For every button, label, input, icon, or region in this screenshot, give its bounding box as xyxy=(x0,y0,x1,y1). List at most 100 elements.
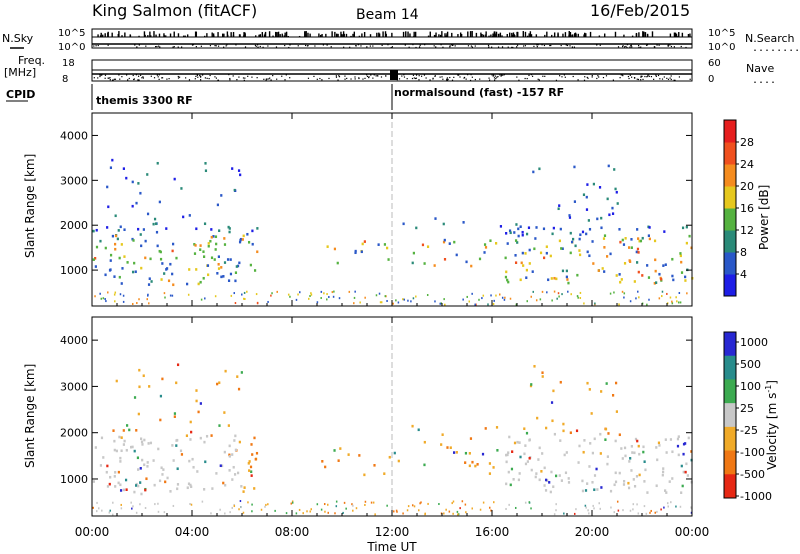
velocity-cell xyxy=(632,478,635,481)
velocity-cell xyxy=(604,438,607,441)
velocity-cell xyxy=(205,434,209,438)
power-cell xyxy=(621,238,624,242)
power-cell xyxy=(681,226,685,230)
power-cell xyxy=(180,187,183,190)
power-y-tick-3: 4000 xyxy=(60,129,88,142)
velocity-cell xyxy=(476,463,479,466)
power-cell xyxy=(137,182,140,185)
power-cell xyxy=(207,244,210,248)
velocity-cell xyxy=(119,489,123,492)
power-cell xyxy=(663,230,666,233)
power-cell xyxy=(519,278,522,282)
power-cell xyxy=(468,300,470,303)
velocity-cell xyxy=(113,448,116,452)
power-cell xyxy=(565,269,568,273)
velocity-cell xyxy=(114,471,117,474)
freq-trace xyxy=(92,69,692,82)
velocity-cell xyxy=(512,478,515,481)
velocity-cell xyxy=(219,508,221,511)
velocity-cell xyxy=(554,474,558,478)
velocity-cell xyxy=(595,467,598,471)
velocity-colorbar-swatch-6 xyxy=(724,474,736,499)
power-cell xyxy=(131,270,135,274)
power-cell xyxy=(193,252,197,255)
power-cell xyxy=(678,291,681,294)
power-cell xyxy=(354,290,356,293)
velocity-cell xyxy=(413,505,416,508)
velocity-cell xyxy=(655,484,658,488)
velocity-cell xyxy=(118,435,121,439)
velocity-cell xyxy=(407,505,410,508)
power-cell xyxy=(623,296,625,299)
power-cell xyxy=(354,251,357,255)
velocity-cell xyxy=(582,450,585,454)
velocity-cell xyxy=(239,500,242,503)
power-cell xyxy=(161,262,164,265)
power-cell xyxy=(585,195,588,199)
velocity-cell xyxy=(613,511,616,514)
power-cell xyxy=(585,208,589,211)
power-cell xyxy=(608,213,611,217)
power-cell xyxy=(443,257,447,261)
velocity-cell xyxy=(265,503,267,506)
velocity-cell xyxy=(173,415,176,418)
power-cell xyxy=(134,270,137,274)
velocity-cell xyxy=(120,503,122,506)
power-cell xyxy=(581,230,585,234)
velocity-cell xyxy=(109,475,112,479)
velocity-cell xyxy=(599,452,602,455)
freq-unit: [MHz] xyxy=(4,66,36,79)
velocity-cell xyxy=(510,467,514,471)
velocity-cell xyxy=(374,513,376,516)
velocity-cell xyxy=(533,364,536,368)
power-cell xyxy=(125,176,128,180)
power-cell xyxy=(664,263,667,267)
power-cell xyxy=(118,275,121,279)
velocity-cell xyxy=(600,486,603,489)
power-cell xyxy=(267,300,269,303)
power-cell xyxy=(109,253,113,257)
time-axis: 00:00 04:00 08:00 12:00 16:00 20:00 00:00 xyxy=(75,113,709,539)
power-cell xyxy=(199,248,202,251)
velocity-cell xyxy=(112,501,114,504)
velocity-cell xyxy=(144,506,147,509)
velocity-colorbar: 1000 500 100 25 -25 -100 -500 -1000 xyxy=(723,331,772,503)
power-cell xyxy=(620,278,623,281)
power-cell xyxy=(648,237,651,241)
power-cell xyxy=(586,250,589,254)
power-cell xyxy=(155,230,159,234)
time-tick-5: 20:00 xyxy=(575,525,610,539)
velocity-cell xyxy=(189,502,191,505)
power-cell xyxy=(236,264,240,268)
power-cell xyxy=(256,227,259,230)
power-cell xyxy=(104,298,106,301)
velocity-cell xyxy=(122,488,125,492)
velocity-cell xyxy=(523,452,526,456)
power-cell xyxy=(588,227,592,231)
velocity-cell xyxy=(562,422,565,426)
velocity-cell xyxy=(172,504,175,507)
power-cell xyxy=(360,250,363,254)
date-title: 16/Feb/2015 xyxy=(590,1,690,20)
velocity-cell xyxy=(666,502,669,505)
power-cell xyxy=(353,296,356,299)
velocity-cell xyxy=(337,459,340,462)
power-cell xyxy=(533,247,536,251)
power-cell xyxy=(246,232,249,236)
velocity-cell xyxy=(237,387,241,391)
power-cell xyxy=(553,290,556,293)
velocity-cell xyxy=(637,444,640,448)
velocity-cell xyxy=(538,446,541,450)
power-cell xyxy=(637,237,640,240)
velocity-cell xyxy=(631,451,634,454)
velocity-cell xyxy=(591,451,594,455)
velocity-y-tick-2: 3000 xyxy=(60,380,88,393)
velocity-cell xyxy=(605,382,608,385)
velocity-cell xyxy=(592,504,594,507)
velocity-cell xyxy=(468,464,471,468)
power-cell xyxy=(495,294,497,297)
velocity-cell xyxy=(661,470,665,474)
velocity-cell xyxy=(180,453,184,456)
velocity-cell xyxy=(190,430,193,434)
power-cell xyxy=(148,277,151,280)
